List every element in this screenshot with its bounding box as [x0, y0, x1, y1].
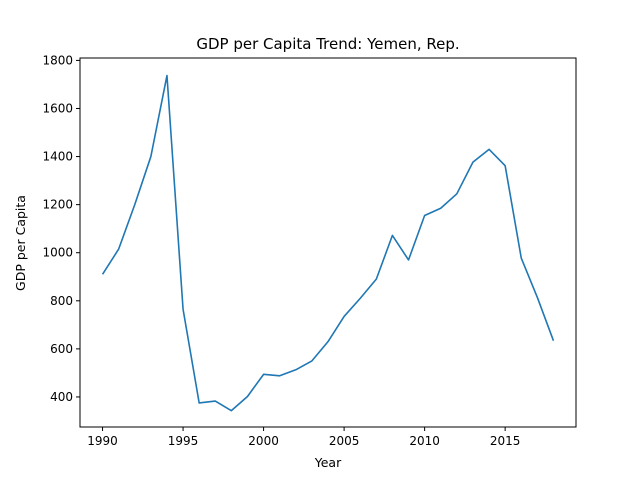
y-tick-label: 400 [50, 390, 73, 404]
y-tick-label: 600 [50, 342, 73, 356]
x-tick-label: 1990 [87, 434, 118, 448]
y-tick-label: 1200 [42, 198, 73, 212]
x-tick-label: 2010 [409, 434, 440, 448]
y-tick-label: 1800 [42, 53, 73, 67]
x-tick-label: 2000 [248, 434, 279, 448]
x-tick-label: 2005 [329, 434, 360, 448]
y-tick-label: 1400 [42, 150, 73, 164]
y-axis-label: GDP per Capita [13, 195, 28, 291]
y-tick-label: 1600 [42, 101, 73, 115]
x-tick-label: 1995 [168, 434, 199, 448]
y-tick-label: 1000 [42, 246, 73, 260]
y-tick-label: 800 [50, 294, 73, 308]
x-tick-label: 2015 [490, 434, 521, 448]
plot-area-frame [79, 57, 577, 428]
chart-title: GDP per Capita Trend: Yemen, Rep. [196, 35, 459, 53]
y-axis: 400 600 800 1000 1200 1400 1600 1800 [42, 53, 80, 404]
series-line-gdp-per-capita [101, 74, 555, 412]
x-axis: 1990 1995 2000 2005 2010 2015 [87, 427, 520, 448]
x-axis-label: Year [314, 455, 342, 470]
